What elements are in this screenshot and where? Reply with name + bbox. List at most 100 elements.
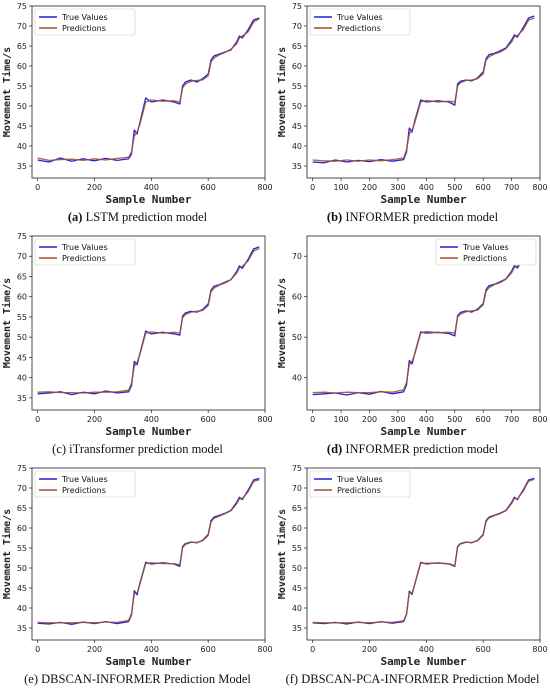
y-tick-label: 55 [292,82,302,91]
x-tick-label: 400 [419,415,434,424]
y-tick-label: 35 [17,394,27,403]
legend-box [435,238,537,266]
y-tick-label: 70 [17,22,27,31]
legend: True Values Predictions [34,470,136,498]
legend: True Values Predictions [34,238,136,266]
y-tick-label: 40 [292,374,302,383]
y-tick-label: 40 [17,604,27,613]
y-tick-label: 35 [292,624,302,633]
series-predictions-line [312,17,535,162]
y-tick-label: 75 [17,464,27,473]
chart-panel-f: 0 200 400 600 800 35 40 45 50 55 60 65 70 75 Sample Nu… [276,464,548,668]
y-axis-label: Movement Time/s [276,47,288,137]
series-group [37,477,260,626]
y-tick-label: 70 [292,22,302,31]
y-tick-label: 60 [292,524,302,533]
series-group [37,17,260,163]
y-tick-label: 45 [17,584,27,593]
x-tick-label: 0 [310,645,315,654]
y-tick-label: 60 [17,62,27,71]
legend-box [309,8,411,36]
legend-predictions-label: Predictions [62,254,106,263]
x-tick-label: 500 [447,415,462,424]
x-tick-label: 400 [144,645,159,654]
y-tick-label: 75 [17,232,27,241]
x-tick-label: 400 [144,183,159,192]
chart-panel-d: 0 100 200 300 400 500 600 700 800 40 50 60 70 Sample … [276,235,548,438]
x-tick-label: 200 [362,183,377,192]
legend-predictions-label: Predictions [62,24,106,33]
y-tick-label: 40 [17,142,27,151]
series-predictions-line [37,478,260,624]
x-tick-label: 400 [419,645,434,654]
x-tick-label: 500 [447,183,462,192]
legend-box [34,470,136,498]
x-tick-label: 0 [310,183,315,192]
legend: True Values Predictions [435,238,537,266]
x-axis-label: Sample Number [380,655,466,668]
legend-box [34,8,136,36]
x-axis-label: Sample Number [380,193,466,206]
x-tick-label: 800 [257,415,272,424]
y-tick-label: 70 [292,484,302,493]
series-group [312,15,535,164]
x-tick-label: 0 [35,645,40,654]
series-predictions-line [312,247,535,394]
series-predictions-line [312,478,535,624]
y-tick-label: 75 [17,2,27,11]
y-tick-label: 45 [292,584,302,593]
caption-b: (b) INFORMER prediction model [326,210,499,224]
x-tick-label: 800 [257,645,272,654]
y-tick-label: 70 [292,252,302,261]
y-tick-label: 40 [292,142,302,151]
legend-true-values-label: True Values [61,475,108,484]
y-tick-label: 60 [292,293,302,302]
caption-e: (e) DBSCAN-INFORMER Prediction Model [24,672,251,686]
legend: True Values Predictions [34,8,136,36]
y-axis-label: Movement Time/s [276,509,288,599]
x-tick-label: 400 [419,183,434,192]
y-tick-label: 50 [292,333,302,342]
caption-f: (f) DBSCAN-PCA-INFORMER Prediction Model [285,672,540,686]
y-tick-label: 50 [17,102,27,111]
y-tick-label: 40 [17,374,27,383]
legend-true-values-label: True Values [336,13,383,22]
x-tick-label: 0 [310,415,315,424]
chart-panel-e: 0 200 400 600 800 35 40 45 50 55 60 65 70 75 Sample Nu… [1,464,273,668]
x-tick-label: 800 [532,415,547,424]
x-tick-label: 0 [35,415,40,424]
series-predictions-line [37,18,260,162]
y-tick-label: 50 [292,564,302,573]
y-axis-label: Movement Time/s [1,47,13,137]
chart-panel-a: 0 200 400 600 800 35 40 45 50 55 60 65 70 75 Sample Nu… [1,2,273,206]
legend-true-values-label: True Values [61,243,108,252]
x-tick-label: 600 [476,645,491,654]
caption-d: (d) INFORMER prediction model [326,442,499,456]
x-tick-label: 100 [333,183,348,192]
chart-panel-b: 0 100 200 300 400 500 600 700 800 35 40 45 50 55 60 65 7… [276,2,548,206]
x-tick-label: 200 [87,183,102,192]
y-tick-label: 65 [17,504,27,513]
legend-box [34,238,136,266]
legend: True Values Predictions [309,470,411,498]
y-tick-label: 35 [17,162,27,171]
y-tick-label: 45 [292,122,302,131]
x-tick-label: 600 [476,415,491,424]
y-tick-label: 65 [292,42,302,51]
y-tick-label: 50 [17,564,27,573]
y-tick-label: 60 [292,62,302,71]
y-tick-label: 35 [17,624,27,633]
y-tick-label: 60 [17,293,27,302]
y-tick-label: 60 [17,524,27,533]
y-tick-label: 55 [292,544,302,553]
legend-predictions-label: Predictions [463,254,507,263]
caption-c: (c) iTransformer prediction model [52,442,223,456]
x-tick-label: 200 [362,415,377,424]
y-tick-label: 55 [17,544,27,553]
y-tick-label: 75 [292,2,302,11]
y-tick-label: 55 [17,313,27,322]
y-axis-label: Movement Time/s [1,278,13,368]
x-tick-label: 700 [504,415,519,424]
legend-true-values-label: True Values [61,13,108,22]
y-tick-label: 70 [17,252,27,261]
